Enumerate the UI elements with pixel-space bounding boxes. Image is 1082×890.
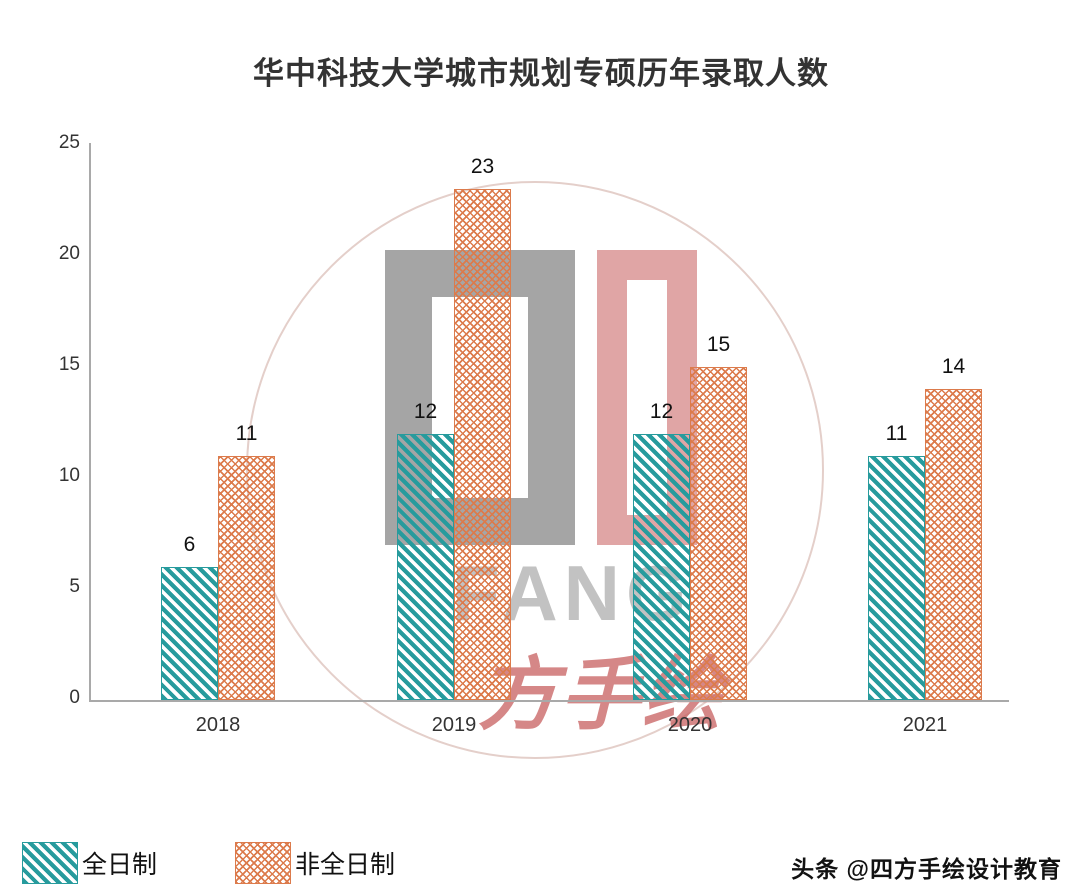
y-tick-label: 20 (58, 243, 80, 264)
y-tick-label: 25 (58, 132, 80, 153)
x-tick-label: 2019 (431, 714, 477, 736)
bar-fulltime-2019 (397, 433, 454, 700)
x-tick-label: 2021 (902, 714, 948, 736)
y-tick-label: 15 (58, 354, 80, 375)
y-tick-label: 5 (69, 576, 80, 597)
bar-value-label: 11 (235, 421, 258, 445)
x-tick-label: 2018 (195, 714, 241, 736)
y-axis-line (89, 143, 91, 702)
bar-value-label: 11 (885, 421, 908, 445)
bar-fulltime-2021 (868, 455, 925, 700)
bar-fulltime-2020 (633, 433, 690, 700)
bar-value-label: 15 (706, 333, 731, 356)
chart-title: 华中科技大学城市规划专硕历年录取人数 (253, 56, 829, 91)
y-tick-label: 10 (58, 465, 80, 486)
legend-swatch-parttime (235, 842, 292, 884)
watermark-credit: 头条 @四方手绘设计教育 (791, 856, 1062, 882)
legend-label-fulltime: 全日制 (82, 851, 158, 879)
legend: 全日制 非全日制 (22, 842, 395, 884)
bar-parttime-2020 (690, 367, 747, 700)
bar-value-label: 6 (183, 532, 196, 556)
bar-value-label: 14 (941, 355, 966, 379)
bar-parttime-2019 (454, 189, 511, 700)
bar-value-label: 12 (413, 399, 438, 423)
x-tick-label: 2020 (667, 714, 713, 736)
bar-value-label: 12 (649, 399, 674, 423)
y-tick-label: 0 (69, 687, 80, 708)
bar-parttime-2018 (218, 455, 275, 700)
bar-value-label: 23 (470, 155, 495, 179)
legend-swatch-fulltime (22, 842, 78, 884)
legend-label-parttime: 非全日制 (295, 851, 396, 879)
x-axis-line (89, 700, 1009, 702)
bar-parttime-2021 (925, 389, 982, 700)
bar-fulltime-2018 (161, 566, 218, 700)
